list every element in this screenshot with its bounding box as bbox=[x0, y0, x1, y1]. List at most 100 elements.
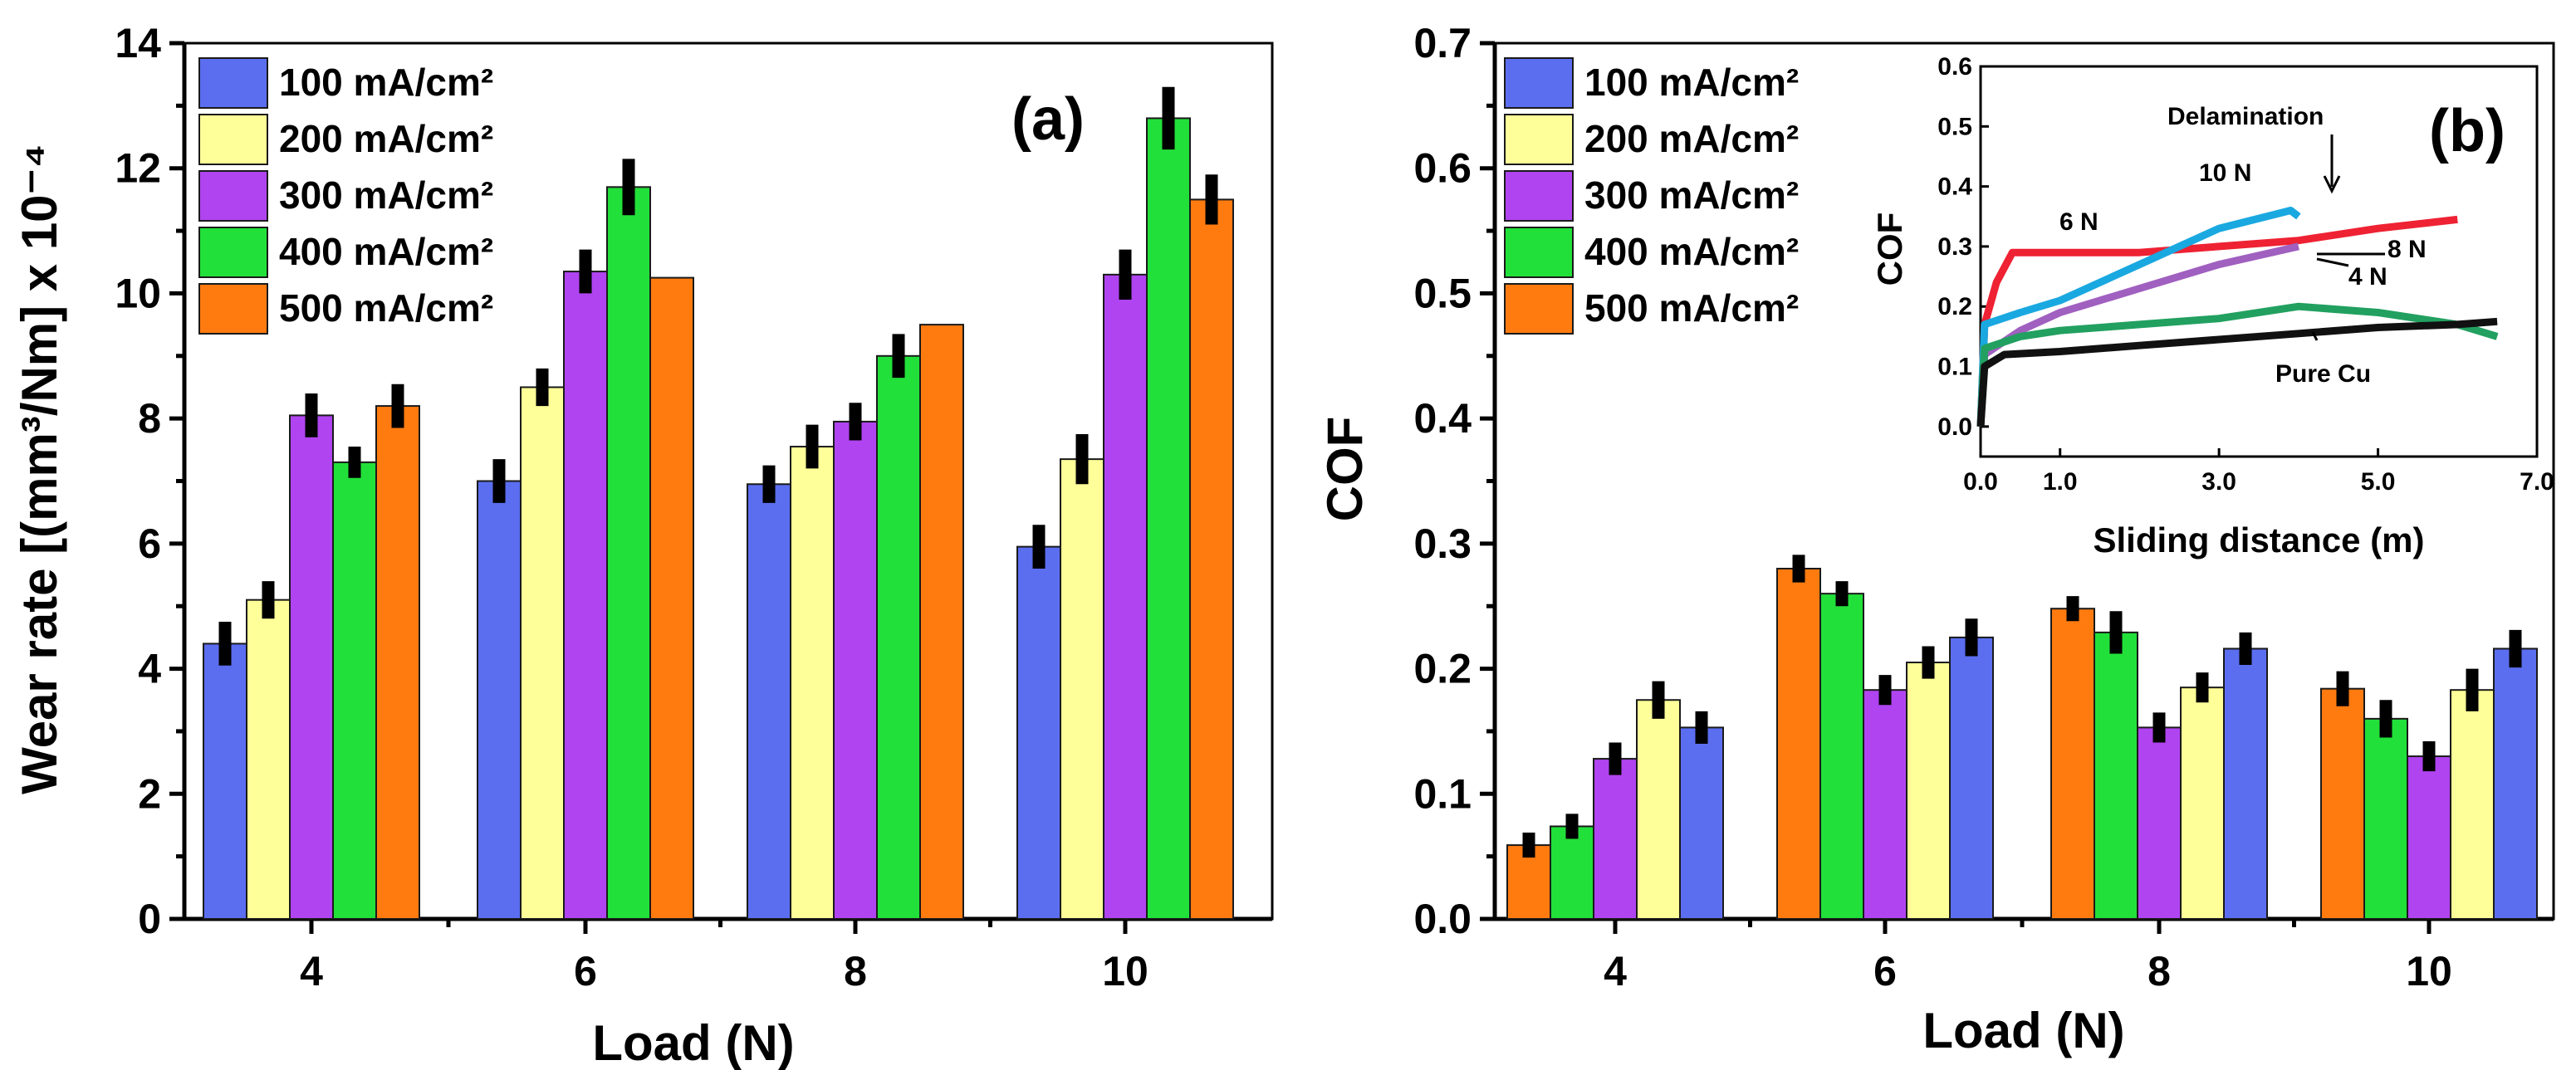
panel-b-bar-400-8N bbox=[2094, 631, 2138, 920]
panel-b: 0.0 0.1 0.2 0.3 0.4 0.5 0.6 0.7 4 6 8 10 100 mA/cm²… bbox=[1317, 20, 2555, 1058]
panel-b-legend-swatch bbox=[1504, 114, 1574, 165]
inset-y-tick-label: 0.3 bbox=[1937, 233, 1972, 261]
panel-b-legend-swatch bbox=[1504, 170, 1574, 222]
panel-b-y-tick-label: 0.1 bbox=[1413, 770, 1472, 817]
inset-y-tick-label: 0.2 bbox=[1937, 293, 1972, 320]
panel-b-bar-500-6N bbox=[1776, 568, 1821, 920]
panel-b-bar-200-6N bbox=[1906, 662, 1951, 920]
panel-a-bar-200-4N bbox=[246, 599, 291, 921]
panel-a-legend-label: 400 mA/cm² bbox=[279, 230, 493, 273]
panel-a-legend-swatch bbox=[198, 114, 268, 165]
panel-a-y-tick-label: 12 bbox=[115, 145, 161, 192]
inset-x-tick-label: 5.0 bbox=[2361, 468, 2396, 496]
annotation-pure-cu: Pure Cu bbox=[2275, 360, 2371, 388]
panel-a-bar-400-4N bbox=[332, 461, 377, 920]
panel-b-x-tick-label: 10 bbox=[2406, 948, 2452, 994]
inset-lines bbox=[1976, 207, 2499, 428]
panel-b-y-tick-label: 0.2 bbox=[1413, 646, 1472, 692]
panel-a-bar-100-8N bbox=[747, 483, 791, 920]
inset-x-tick-label: 0.0 bbox=[1963, 468, 1998, 496]
panel-a-legend-swatch bbox=[198, 57, 268, 109]
panel-a-x-tick-label: 10 bbox=[1102, 948, 1148, 994]
panel-b-bar-400-4N bbox=[1550, 825, 1594, 921]
annotation-6n: 6 N bbox=[2059, 208, 2099, 236]
inset-frame bbox=[1979, 65, 2539, 458]
panel-b-legend-swatch bbox=[1504, 227, 1574, 278]
panel-a-legend: 100 mA/cm² 200 mA/cm² 300 mA/cm² 400 mA/cm²… bbox=[198, 57, 493, 335]
panel-b-legend-label: 400 mA/cm² bbox=[1584, 230, 1799, 273]
panel-a-bar-300-8N bbox=[833, 420, 878, 920]
panel-a-legend-label: 100 mA/cm² bbox=[279, 61, 493, 104]
inset-line-4-n bbox=[1976, 302, 2499, 428]
panel-b-y-tick-label: 0.5 bbox=[1413, 270, 1472, 316]
panel-a-x-tick-label: 8 bbox=[844, 948, 867, 994]
panel-b-legend-swatch bbox=[1504, 57, 1574, 109]
delamination-arrow-head bbox=[2323, 175, 2341, 194]
inset-x-tick-label: 7.0 bbox=[2520, 468, 2554, 496]
inset-y-tick-label: 0.0 bbox=[1937, 413, 1972, 441]
annotation-delamination: Delamination bbox=[2167, 103, 2324, 130]
panel-a-bar-300-10N bbox=[1103, 273, 1148, 921]
panel-a-y-tick-label: 0 bbox=[138, 896, 161, 942]
inset-line-6-n bbox=[1976, 215, 2458, 427]
panel-b-y-title: COF bbox=[1317, 417, 1373, 522]
panel-a-y-tick-label: 14 bbox=[115, 20, 161, 66]
annotation-4n: 4 N bbox=[2348, 263, 2387, 291]
panel-b-bar-500-8N bbox=[2050, 608, 2095, 920]
leader-4n bbox=[2316, 257, 2349, 267]
panel-a-bar-300-4N bbox=[289, 414, 334, 920]
panel-a-x-title: Load (N) bbox=[592, 1015, 794, 1070]
panel-b-x-tick-label: 6 bbox=[1873, 948, 1897, 994]
panel-b-x-title: Load (N) bbox=[1922, 1003, 2124, 1058]
panel-a-legend-swatch bbox=[198, 283, 268, 335]
panel-a-y-title: Wear rate [(mm³/Nm] x 10⁻⁴ bbox=[12, 144, 67, 794]
annotation-10n: 10 N bbox=[2199, 159, 2251, 187]
inset-y-tick-label: 0.6 bbox=[1937, 53, 1972, 81]
panel-b-legend-label: 100 mA/cm² bbox=[1584, 61, 1799, 104]
panel-b-legend-label: 200 mA/cm² bbox=[1584, 117, 1799, 160]
panel-a-legend-label: 300 mA/cm² bbox=[279, 173, 493, 217]
panel-b-bar-100-8N bbox=[2223, 647, 2268, 920]
inset-y-tick-label: 0.1 bbox=[1937, 354, 1972, 381]
panel-b-bar-300-6N bbox=[1863, 689, 1908, 920]
panel-a-legend-label: 500 mA/cm² bbox=[279, 286, 493, 330]
inset-line-pure-cu bbox=[1976, 317, 2498, 428]
panel-b-bar-400-10N bbox=[2363, 717, 2408, 920]
panel-a-legend-swatch bbox=[198, 227, 268, 278]
inset-line-10-n bbox=[1976, 207, 2301, 427]
panel-b-bar-200-10N bbox=[2450, 689, 2495, 920]
panel-a-bar-200-6N bbox=[520, 386, 565, 920]
panel-a-bar-500-10N bbox=[1189, 198, 1234, 920]
panel-a-bar-100-6N bbox=[477, 480, 522, 920]
panel-b-bar-200-8N bbox=[2180, 686, 2225, 921]
panel-a-bar-200-10N bbox=[1060, 458, 1104, 920]
panel-b-legend-label: 300 mA/cm² bbox=[1584, 173, 1799, 217]
leader-pure-cu bbox=[2311, 331, 2319, 341]
panel-a-bar-400-10N bbox=[1146, 117, 1191, 920]
panel-a-y-tick-label: 6 bbox=[138, 520, 161, 567]
panel-a-y-tick-label: 4 bbox=[138, 646, 161, 692]
panel-b-bar-100-4N bbox=[1679, 726, 1724, 921]
panel-a-bar-100-10N bbox=[1016, 545, 1061, 920]
panel-b-y-tick-label: 0.6 bbox=[1413, 145, 1472, 192]
panel-a-bar-500-6N bbox=[649, 276, 694, 920]
inset-x-title: Sliding distance (m) bbox=[2093, 520, 2424, 559]
panel-a-legend-label: 200 mA/cm² bbox=[279, 117, 493, 160]
panel-a-x-tick-label: 4 bbox=[300, 948, 323, 994]
cof-inset: 0.0 0.1 0.2 0.3 0.4 0.5 0.6 0.0 1.0 3.0 5.0 7.0 Sli… bbox=[1870, 53, 2554, 559]
panel-a-bar-400-6N bbox=[606, 186, 651, 921]
inset-y-tick-label: 0.5 bbox=[1937, 113, 1972, 140]
panel-b-bar-300-4N bbox=[1593, 758, 1638, 920]
panel-b-y-tick-label: 0.0 bbox=[1413, 896, 1472, 942]
panel-b-legend-label: 500 mA/cm² bbox=[1584, 286, 1799, 330]
panel-b-x-tick-label: 8 bbox=[2147, 948, 2171, 994]
panel-b-legend: 100 mA/cm² 200 mA/cm² 300 mA/cm² 400 mA/cm²… bbox=[1504, 57, 1799, 335]
panel-b-bar-300-8N bbox=[2137, 726, 2182, 921]
panel-b-bars bbox=[1506, 555, 2538, 921]
panel-b-bar-200-4N bbox=[1636, 699, 1681, 920]
panel-a-ticks: 0 2 4 6 8 10 12 14 4 6 8 10 bbox=[115, 20, 1148, 994]
panel-a-bar-400-8N bbox=[876, 354, 921, 920]
inset-y-tick-label: 0.4 bbox=[1937, 173, 1972, 201]
panel-a-legend-swatch bbox=[198, 170, 268, 222]
